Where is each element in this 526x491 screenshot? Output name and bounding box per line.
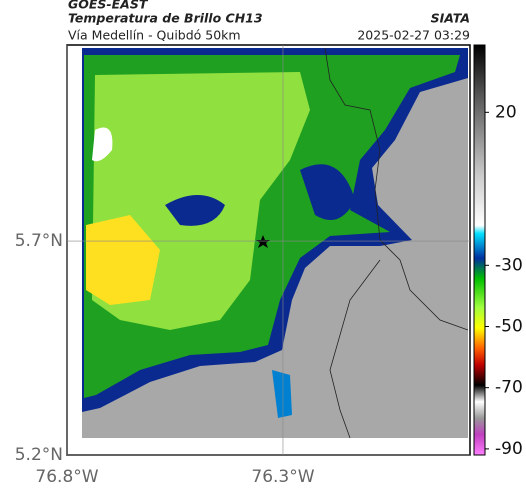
colorbar-tick-label: -90 (495, 439, 523, 459)
cloud-small (272, 370, 292, 418)
source: GOES-EAST (68, 0, 149, 12)
lon-tick-label: 76.3°W (251, 467, 314, 487)
agency: SIATA (431, 11, 470, 26)
cloud-warm (86, 215, 160, 305)
colorbar-tick-label: -70 (495, 378, 523, 398)
colorbar-tick-label: -30 (495, 255, 523, 275)
colorbar (473, 44, 486, 456)
lat-tick-label: 5.2°N (15, 445, 63, 465)
station-marker (256, 235, 270, 248)
timestamp: 2025-02-27 03:29 (357, 28, 470, 43)
cloud-blob (165, 195, 225, 226)
lon-tick-label: 76.8°W (35, 467, 98, 487)
colorbar-tick-label: 20 (495, 102, 517, 122)
route: Vía Medellín - Quibdó 50km (68, 28, 241, 43)
cloud-blob (300, 164, 355, 220)
satellite-image (82, 47, 469, 439)
cloud-gap (92, 127, 113, 162)
product: Temperatura de Brillo CH13 (68, 11, 263, 26)
lat-tick-label: 5.7°N (15, 231, 63, 251)
coastline (324, 47, 469, 439)
colorbar-tick-label: -50 (495, 316, 523, 336)
